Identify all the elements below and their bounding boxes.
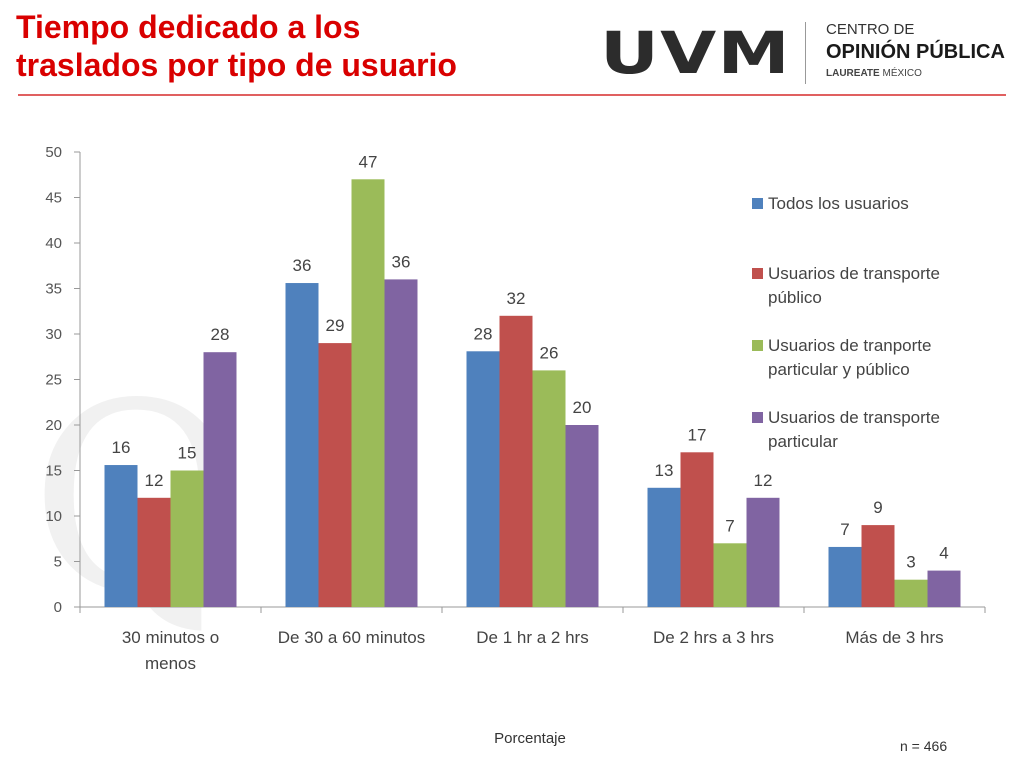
y-tick-label: 10 [45,508,62,525]
legend-swatch [752,268,763,279]
x-tick-label: De 1 hr a 2 hrs [476,628,588,647]
data-label: 28 [211,325,230,344]
legend-label: Usuarios de transporte [768,264,940,283]
data-labels: 16 36 28 13 7 12 29 32 17 9 15 47 26 7 3 28 36 20 12 4 [112,152,949,571]
data-label: 13 [655,461,674,480]
x-tick-label: De 30 a 60 minutos [278,628,425,647]
bar [104,465,138,607]
legend-item: Usuarios de transporte particular [750,406,1010,454]
legend-item: Usuarios de transporte público [750,262,1010,310]
bar [894,579,928,607]
bar [828,546,862,607]
data-label: 29 [326,316,345,335]
data-label: 9 [873,498,882,517]
bar [532,370,566,607]
x-tick-label: menos [145,654,196,673]
logo-divider [805,22,806,84]
y-tick-label: 0 [54,599,62,616]
data-label: 4 [939,544,948,563]
uvm-brand: UVM [600,19,791,87]
data-label: 3 [906,553,915,572]
logo-line-1: CENTRO DE [826,21,915,38]
data-label: 32 [507,289,526,308]
bar [647,487,681,607]
bar [680,452,714,607]
data-label: 26 [540,343,559,362]
title-line-1: Tiempo dedicado a los [16,9,361,45]
data-label: 47 [359,152,378,171]
x-tick-label: De 2 hrs a 3 hrs [653,628,774,647]
chart-legend: Todos los usuarios Usuarios de transporte… [750,192,1010,454]
header-divider [18,94,1006,96]
bar [170,470,204,607]
bar [746,497,780,607]
bar [384,279,418,607]
y-axis: 0 5 10 15 20 25 30 35 40 45 50 [45,144,81,616]
y-tick-label: 35 [45,281,62,298]
logo-line-3: LAUREATE MÉXICO [826,68,922,80]
page-title: Tiempo dedicado a los traslados por tipo… [16,8,457,84]
data-label: 12 [754,471,773,490]
bar [203,352,237,607]
bar [351,179,385,608]
legend-item: Todos los usuarios [750,192,1010,216]
legend-swatch [752,340,763,351]
sample-size-note: n = 466 [900,738,948,754]
uvm-logo: UVM CENTRO DE OPINIÓN PÚBLICA LAUREATE M… [600,18,1010,84]
legend-swatch [752,412,763,423]
data-label: 16 [112,438,131,457]
data-label: 7 [725,516,734,535]
legend-label: Todos los usuarios [768,194,909,213]
data-label: 15 [178,444,197,463]
y-tick-label: 5 [54,554,62,571]
data-label: 12 [145,471,164,490]
y-tick-label: 30 [45,326,62,343]
bars [104,179,961,608]
y-tick-label: 15 [45,463,62,480]
data-label: 20 [573,398,592,417]
logo-laureate: LAUREATE [826,68,880,79]
bar [713,543,747,607]
y-tick-label: 20 [45,417,62,434]
bar [285,283,319,607]
logo-mexico: MÉXICO [882,68,922,79]
bar [861,525,895,607]
y-tick-label: 50 [45,144,62,161]
legend-label: público [768,288,822,307]
legend-swatch [752,198,763,209]
legend-label: Usuarios de transporte [768,408,940,427]
y-tick-label: 25 [45,372,62,389]
data-label: 7 [840,520,849,539]
bar [318,343,352,607]
data-label: 36 [392,252,411,271]
legend-label: Usuarios de tranporte [768,336,932,355]
x-axis-title: Porcentaje [494,730,566,747]
bar [565,425,599,607]
legend-label: particular y público [768,360,910,379]
bar [927,570,961,607]
bar [499,315,533,607]
logo-line-2: OPINIÓN PÚBLICA [826,41,1005,63]
bar [137,497,171,607]
title-line-2: traslados por tipo de usuario [16,47,457,83]
y-tick-label: 45 [45,190,62,207]
bar [466,351,500,607]
x-tick-label: Más de 3 hrs [845,628,943,647]
y-tick-label: 40 [45,235,62,252]
data-label: 28 [474,324,493,343]
legend-label: particular [768,432,838,451]
legend-item: Usuarios de tranporte particular y públic… [750,334,1010,382]
data-label: 36 [293,256,312,275]
data-label: 17 [688,425,707,444]
x-axis: 30 minutos o menos De 30 a 60 minutos De 1 … [79,606,986,673]
x-tick-label: 30 minutos o [122,628,219,647]
